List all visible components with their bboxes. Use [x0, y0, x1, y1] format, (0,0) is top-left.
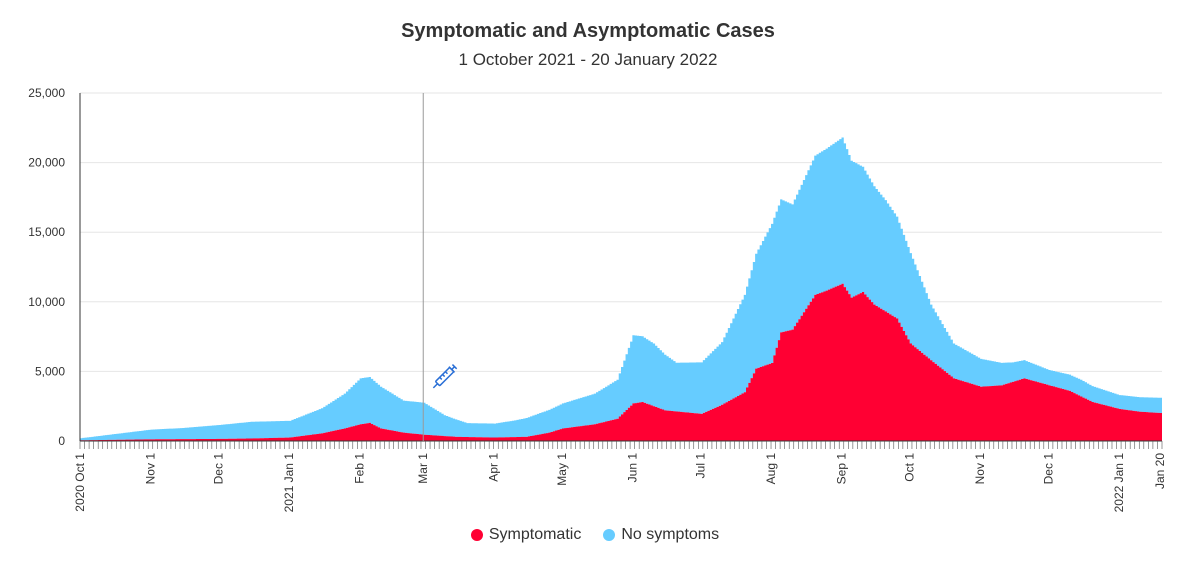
- x-tick-label: Feb 1: [353, 453, 367, 484]
- x-tick-label: Mar 1: [416, 453, 430, 484]
- legend-item-symptomatic[interactable]: Symptomatic: [470, 526, 582, 544]
- grid-lines: [80, 92, 1162, 372]
- x-tick-label: Apr 1: [487, 453, 501, 482]
- x-tick-label: Aug 1: [764, 453, 778, 485]
- area-symptomatic: [80, 283, 1162, 441]
- x-tick-label: May 1: [555, 453, 569, 486]
- y-tick-label: 5,000: [35, 364, 65, 378]
- x-axis: 2020 Oct 1 Nov 1 Dec 1 2021 Jan 1 Feb 1 Mar 1…: [73, 440, 1167, 513]
- x-tick-label: Sep 1: [834, 453, 848, 485]
- legend-dot-symptomatic: [470, 529, 483, 541]
- y-tick-label: 0: [58, 434, 65, 448]
- x-tick-label: Nov 1: [143, 453, 157, 485]
- x-tick-label: 2021 Jan 1: [282, 453, 296, 513]
- x-tick-label: Dec 1: [212, 453, 226, 485]
- x-tick-label: 2020 Oct 1: [73, 453, 87, 512]
- x-tick-label: Jan 20: [1153, 453, 1167, 489]
- x-tick-label: Nov 1: [973, 453, 987, 485]
- chart-subtitle: 1 October 2021 - 20 January 2022: [458, 50, 718, 69]
- area-no-symptoms: [80, 137, 1162, 441]
- legend: Symptomatic No symptoms: [0, 526, 1190, 544]
- y-tick-label: 15,000: [28, 225, 65, 239]
- syringe-icon: [432, 364, 458, 389]
- legend-item-no-symptoms[interactable]: No symptoms: [603, 526, 719, 544]
- legend-label-symptomatic: Symptomatic: [488, 526, 582, 543]
- y-axis: 0 5,000 10,000 15,000 20,000 25,000: [28, 86, 81, 448]
- x-tick-label: Dec 1: [1041, 453, 1055, 485]
- x-tick-label: Oct 1: [903, 453, 917, 482]
- x-tick-label: Jun 1: [625, 453, 639, 483]
- vaccine-marker: [422, 93, 458, 441]
- legend-dot-no-symptoms: [603, 529, 616, 541]
- x-tick-label: 2022 Jan 1: [1112, 453, 1126, 513]
- y-tick-label: 10,000: [28, 295, 65, 309]
- y-tick-label: 25,000: [28, 86, 65, 100]
- y-tick-label: 20,000: [28, 156, 65, 170]
- x-tick-label: Jul 1: [694, 453, 708, 479]
- chart-title: Symptomatic and Asymptomatic Cases: [401, 20, 775, 42]
- area-series: [80, 137, 1162, 441]
- legend-label-no-symptoms: No symptoms: [621, 526, 720, 543]
